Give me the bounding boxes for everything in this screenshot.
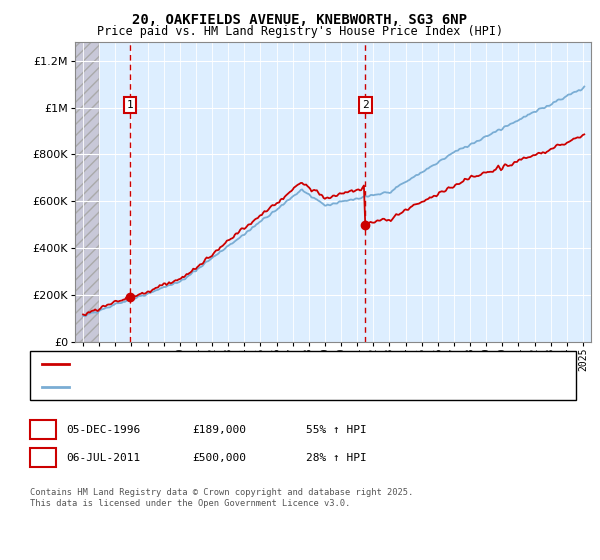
Text: 06-JUL-2011: 06-JUL-2011 bbox=[66, 452, 140, 463]
Text: £500,000: £500,000 bbox=[192, 452, 246, 463]
Text: Price paid vs. HM Land Registry's House Price Index (HPI): Price paid vs. HM Land Registry's House … bbox=[97, 25, 503, 38]
Text: Contains HM Land Registry data © Crown copyright and database right 2025.
This d: Contains HM Land Registry data © Crown c… bbox=[30, 488, 413, 508]
Text: 28% ↑ HPI: 28% ↑ HPI bbox=[306, 452, 367, 463]
Bar bbox=[75, 42, 99, 342]
Text: HPI: Average price, detached house, North Hertfordshire: HPI: Average price, detached house, Nort… bbox=[75, 382, 405, 392]
Text: 20, OAKFIELDS AVENUE, KNEBWORTH, SG3 6NP (detached house): 20, OAKFIELDS AVENUE, KNEBWORTH, SG3 6NP… bbox=[75, 360, 417, 370]
Text: 1: 1 bbox=[127, 100, 134, 110]
Text: 55% ↑ HPI: 55% ↑ HPI bbox=[306, 424, 367, 435]
Text: 2: 2 bbox=[362, 100, 369, 110]
Text: 2: 2 bbox=[40, 452, 47, 463]
Text: £189,000: £189,000 bbox=[192, 424, 246, 435]
Text: 1: 1 bbox=[40, 424, 47, 435]
Text: 20, OAKFIELDS AVENUE, KNEBWORTH, SG3 6NP: 20, OAKFIELDS AVENUE, KNEBWORTH, SG3 6NP bbox=[133, 13, 467, 27]
Text: 05-DEC-1996: 05-DEC-1996 bbox=[66, 424, 140, 435]
